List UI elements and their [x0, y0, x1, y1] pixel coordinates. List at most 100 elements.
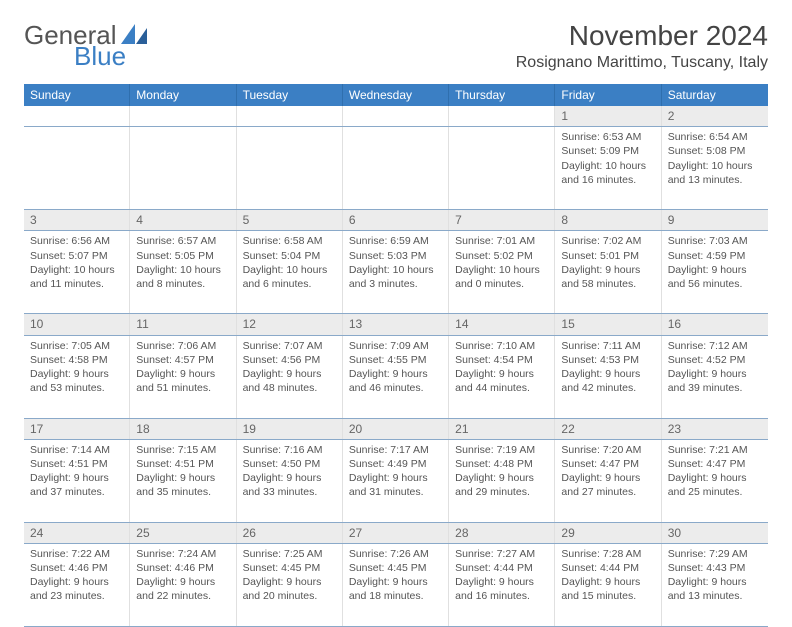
daylight-line: Daylight: 9 hours and 25 minutes.: [668, 471, 762, 499]
sunrise-line: Sunrise: 7:28 AM: [561, 547, 654, 561]
daylight-line: Daylight: 9 hours and 27 minutes.: [561, 471, 654, 499]
month-title: November 2024: [516, 20, 768, 52]
sunrise-line: Sunrise: 7:10 AM: [455, 339, 548, 353]
empty-cell: [343, 127, 449, 209]
sunset-line: Sunset: 4:43 PM: [668, 561, 762, 575]
day-number-16: 16: [662, 314, 768, 334]
day-detail-14: Sunrise: 7:10 AMSunset: 4:54 PMDaylight:…: [449, 336, 555, 418]
sunrise-line: Sunrise: 7:03 AM: [668, 234, 762, 248]
sunrise-line: Sunrise: 7:27 AM: [455, 547, 548, 561]
day-detail-16: Sunrise: 7:12 AMSunset: 4:52 PMDaylight:…: [662, 336, 768, 418]
daylight-line: Daylight: 10 hours and 6 minutes.: [243, 263, 336, 291]
empty-cell: [237, 127, 343, 209]
day-number-11: 11: [130, 314, 236, 334]
weekday-tuesday: Tuesday: [237, 84, 343, 106]
day-detail-24: Sunrise: 7:22 AMSunset: 4:46 PMDaylight:…: [24, 544, 130, 626]
title-block: November 2024 Rosignano Marittimo, Tusca…: [516, 20, 768, 72]
sunset-line: Sunset: 5:02 PM: [455, 249, 548, 263]
sunset-line: Sunset: 5:01 PM: [561, 249, 654, 263]
day-number-15: 15: [555, 314, 661, 334]
sunset-line: Sunset: 4:46 PM: [136, 561, 229, 575]
day-detail-21: Sunrise: 7:19 AMSunset: 4:48 PMDaylight:…: [449, 440, 555, 522]
sunset-line: Sunset: 5:09 PM: [561, 144, 654, 158]
week-3-daynum-row: 17181920212223: [24, 419, 768, 440]
sunrise-line: Sunrise: 7:20 AM: [561, 443, 654, 457]
sunrise-line: Sunrise: 7:14 AM: [30, 443, 123, 457]
sunset-line: Sunset: 5:05 PM: [136, 249, 229, 263]
sunset-line: Sunset: 4:58 PM: [30, 353, 123, 367]
day-detail-27: Sunrise: 7:26 AMSunset: 4:45 PMDaylight:…: [343, 544, 449, 626]
day-detail-4: Sunrise: 6:57 AMSunset: 5:05 PMDaylight:…: [130, 231, 236, 313]
calendar: SundayMondayTuesdayWednesdayThursdayFrid…: [24, 84, 768, 627]
empty-cell: [449, 127, 555, 209]
weekday-sunday: Sunday: [24, 84, 130, 106]
day-number-27: 27: [343, 523, 449, 543]
sunrise-line: Sunrise: 6:59 AM: [349, 234, 442, 248]
day-number-5: 5: [237, 210, 343, 230]
day-number-22: 22: [555, 419, 661, 439]
day-detail-11: Sunrise: 7:06 AMSunset: 4:57 PMDaylight:…: [130, 336, 236, 418]
daylight-line: Daylight: 9 hours and 53 minutes.: [30, 367, 123, 395]
sunrise-line: Sunrise: 7:21 AM: [668, 443, 762, 457]
sunset-line: Sunset: 4:44 PM: [455, 561, 548, 575]
sunrise-line: Sunrise: 7:12 AM: [668, 339, 762, 353]
sunset-line: Sunset: 4:53 PM: [561, 353, 654, 367]
daylight-line: Daylight: 10 hours and 16 minutes.: [561, 159, 654, 187]
daylight-line: Daylight: 9 hours and 20 minutes.: [243, 575, 336, 603]
sunrise-line: Sunrise: 7:06 AM: [136, 339, 229, 353]
sunrise-line: Sunrise: 7:05 AM: [30, 339, 123, 353]
sunrise-line: Sunrise: 7:19 AM: [455, 443, 548, 457]
weekday-friday: Friday: [555, 84, 661, 106]
week-1-daynum-row: 3456789: [24, 210, 768, 231]
day-detail-26: Sunrise: 7:25 AMSunset: 4:45 PMDaylight:…: [237, 544, 343, 626]
weekday-wednesday: Wednesday: [343, 84, 449, 106]
sunrise-line: Sunrise: 7:09 AM: [349, 339, 442, 353]
sunrise-line: Sunrise: 6:57 AM: [136, 234, 229, 248]
day-number-25: 25: [130, 523, 236, 543]
sunrise-line: Sunrise: 6:53 AM: [561, 130, 654, 144]
daylight-line: Daylight: 9 hours and 33 minutes.: [243, 471, 336, 499]
day-number-18: 18: [130, 419, 236, 439]
weekday-saturday: Saturday: [662, 84, 768, 106]
sunrise-line: Sunrise: 7:07 AM: [243, 339, 336, 353]
sunrise-line: Sunrise: 7:17 AM: [349, 443, 442, 457]
day-detail-8: Sunrise: 7:02 AMSunset: 5:01 PMDaylight:…: [555, 231, 661, 313]
header: General Blue November 2024 Rosignano Mar…: [24, 20, 768, 72]
daylight-line: Daylight: 9 hours and 18 minutes.: [349, 575, 442, 603]
daylight-line: Daylight: 9 hours and 37 minutes.: [30, 471, 123, 499]
day-number-29: 29: [555, 523, 661, 543]
sunrise-line: Sunrise: 6:54 AM: [668, 130, 762, 144]
daylight-line: Daylight: 9 hours and 29 minutes.: [455, 471, 548, 499]
week-2-detail-row: Sunrise: 7:05 AMSunset: 4:58 PMDaylight:…: [24, 336, 768, 419]
day-detail-18: Sunrise: 7:15 AMSunset: 4:51 PMDaylight:…: [130, 440, 236, 522]
day-detail-3: Sunrise: 6:56 AMSunset: 5:07 PMDaylight:…: [24, 231, 130, 313]
day-number-28: 28: [449, 523, 555, 543]
sunset-line: Sunset: 4:51 PM: [30, 457, 123, 471]
sunrise-line: Sunrise: 6:58 AM: [243, 234, 336, 248]
sunrise-line: Sunrise: 7:02 AM: [561, 234, 654, 248]
day-number-9: 9: [662, 210, 768, 230]
sunset-line: Sunset: 4:45 PM: [243, 561, 336, 575]
empty-cell: [343, 106, 449, 126]
week-3-detail-row: Sunrise: 7:14 AMSunset: 4:51 PMDaylight:…: [24, 440, 768, 523]
week-0-daynum-row: 12: [24, 106, 768, 127]
daylight-line: Daylight: 9 hours and 22 minutes.: [136, 575, 229, 603]
weekday-header-row: SundayMondayTuesdayWednesdayThursdayFrid…: [24, 84, 768, 106]
sunset-line: Sunset: 4:48 PM: [455, 457, 548, 471]
daylight-line: Daylight: 9 hours and 46 minutes.: [349, 367, 442, 395]
empty-cell: [130, 106, 236, 126]
empty-cell: [24, 127, 130, 209]
day-detail-7: Sunrise: 7:01 AMSunset: 5:02 PMDaylight:…: [449, 231, 555, 313]
day-detail-1: Sunrise: 6:53 AMSunset: 5:09 PMDaylight:…: [555, 127, 661, 209]
week-4-daynum-row: 24252627282930: [24, 523, 768, 544]
sunrise-line: Sunrise: 7:16 AM: [243, 443, 336, 457]
day-number-30: 30: [662, 523, 768, 543]
day-number-19: 19: [237, 419, 343, 439]
daylight-line: Daylight: 9 hours and 58 minutes.: [561, 263, 654, 291]
daylight-line: Daylight: 10 hours and 11 minutes.: [30, 263, 123, 291]
daylight-line: Daylight: 9 hours and 16 minutes.: [455, 575, 548, 603]
day-detail-20: Sunrise: 7:17 AMSunset: 4:49 PMDaylight:…: [343, 440, 449, 522]
day-number-6: 6: [343, 210, 449, 230]
week-1-detail-row: Sunrise: 6:56 AMSunset: 5:07 PMDaylight:…: [24, 231, 768, 314]
day-detail-15: Sunrise: 7:11 AMSunset: 4:53 PMDaylight:…: [555, 336, 661, 418]
